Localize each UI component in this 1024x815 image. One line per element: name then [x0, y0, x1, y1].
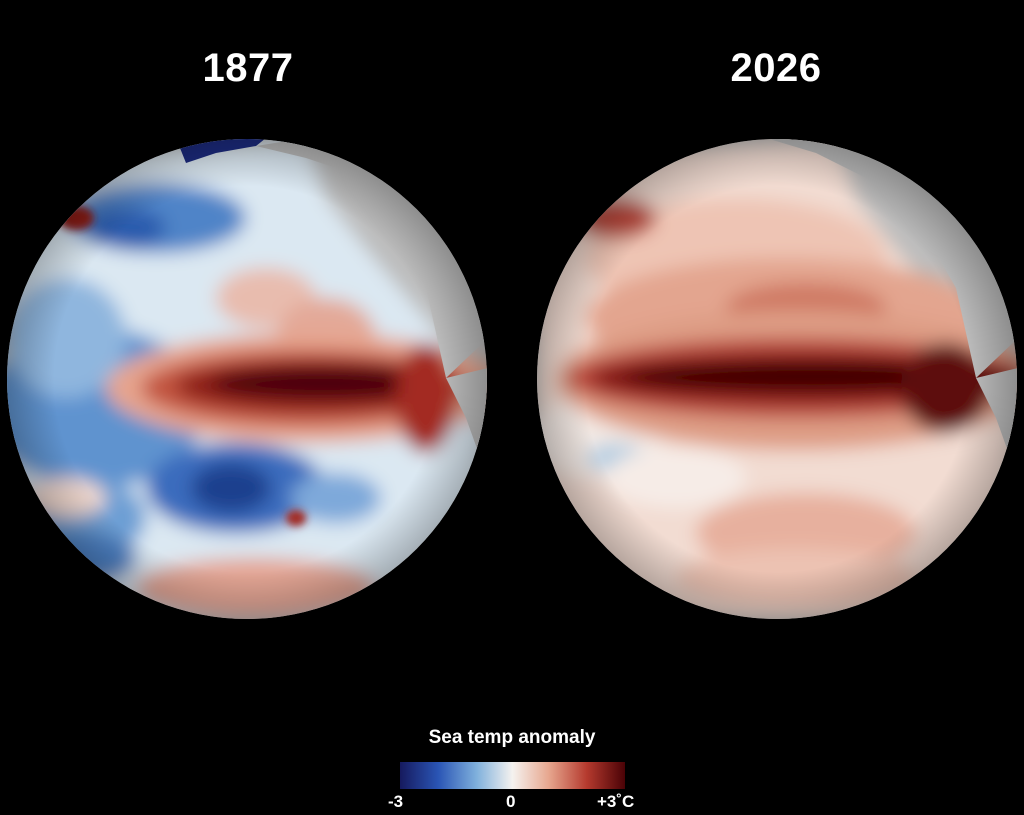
globe-map-1877 [7, 139, 487, 619]
legend-min-label: -3 [388, 792, 404, 811]
year-title-2026: 2026 [730, 46, 822, 90]
legend-title: Sea temp anomaly [428, 727, 596, 748]
year-title-1877: 1877 [202, 46, 294, 90]
color-scale-bar [400, 762, 625, 789]
globe-map-2026 [537, 139, 1017, 619]
legend-max-label: +3˚C [597, 792, 635, 811]
legend-mid-label: 0 [506, 792, 516, 811]
